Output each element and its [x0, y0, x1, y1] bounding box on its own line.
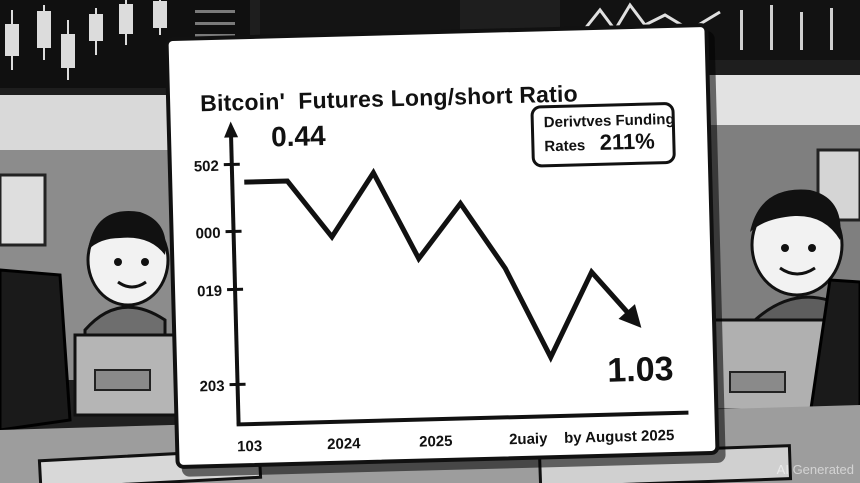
badge-line-2: Rates [544, 137, 586, 156]
y-tick-label: 000 [195, 225, 220, 243]
y-ticks: 502 000 019 203 [194, 158, 246, 396]
line-chart: 502 000 019 203 103 2024 2025 2uaiy by August 2… [194, 120, 689, 455]
desk-label-left [94, 369, 151, 391]
ceiling-light-left [0, 95, 180, 150]
watermark: AI Generated [776, 462, 854, 477]
x-tick-label: 2024 [327, 435, 361, 453]
wall-screen-left [0, 173, 47, 247]
desk-label-right [729, 371, 786, 393]
left-character [83, 211, 170, 347]
badge-value: 211% [599, 128, 656, 155]
ticker-bars-right [740, 5, 833, 50]
candlestick-marks [5, 0, 167, 80]
ceiling-light-right [700, 75, 860, 125]
funding-rates-badge: Derivtves Funding Rates 211% [530, 101, 676, 168]
x-ticks: 103 2024 2025 2uaiy by August 2025 [237, 427, 675, 455]
series-end-arrow [618, 304, 642, 328]
x-tick-label: 103 [237, 438, 262, 456]
series-line [244, 167, 638, 363]
x-tick-label: 2025 [419, 433, 453, 451]
end-value-label: 1.03 [607, 350, 674, 390]
x-tick-label: by August 2025 [564, 427, 675, 447]
y-tick-label: 203 [199, 378, 224, 396]
x-axis [236, 410, 689, 427]
y-axis-arrow [224, 121, 239, 138]
x-tick-label: 2uaiy [509, 430, 548, 448]
y-tick-label: 019 [197, 283, 222, 301]
y-tick-label: 502 [194, 158, 219, 176]
monitor-left [0, 268, 72, 432]
chart-board: Bitcoin' Futures Long/short Ratio 502 000… [164, 22, 720, 470]
y-axis [228, 129, 241, 425]
peak-value-label: 0.44 [271, 120, 327, 152]
